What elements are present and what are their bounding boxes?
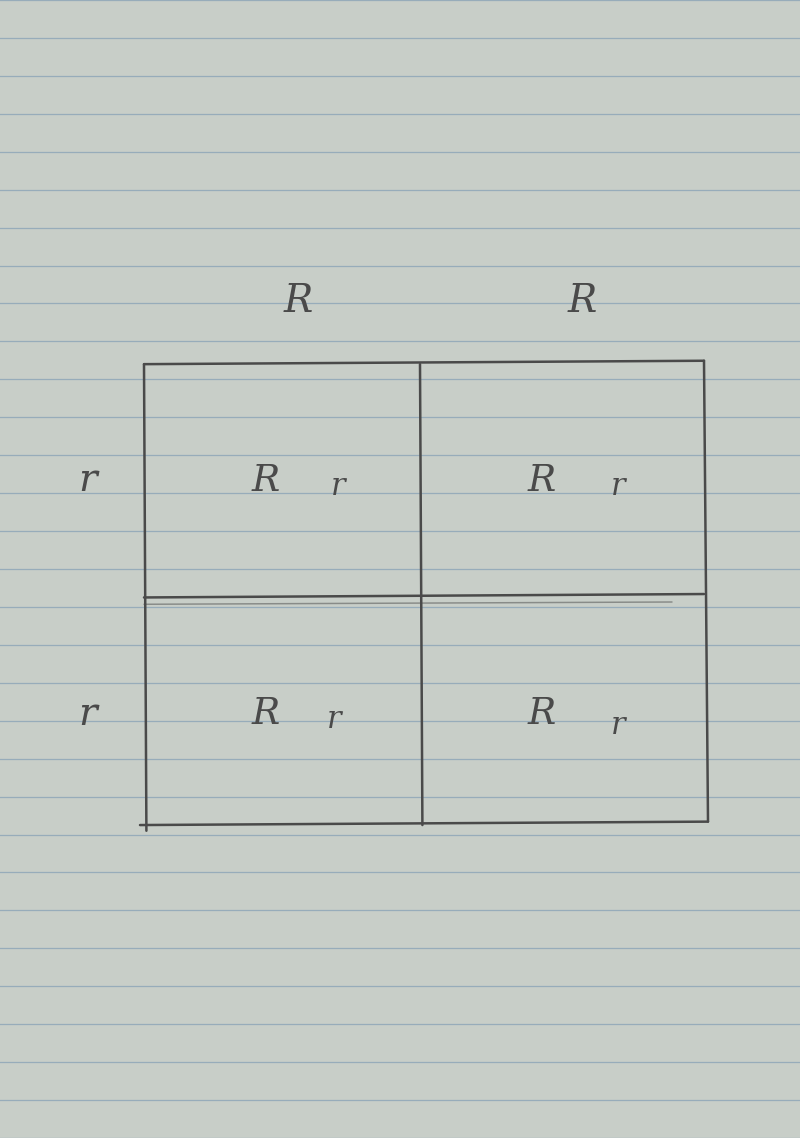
Text: R: R — [252, 463, 280, 498]
Text: r: r — [330, 471, 346, 502]
Text: R: R — [567, 283, 597, 320]
Text: r: r — [78, 695, 98, 733]
Text: r: r — [610, 710, 626, 741]
Text: r: r — [326, 704, 342, 735]
Text: r: r — [78, 462, 98, 500]
Text: R: R — [252, 696, 280, 732]
Text: R: R — [528, 463, 556, 498]
Text: R: R — [283, 283, 313, 320]
Text: R: R — [528, 696, 556, 732]
Text: r: r — [610, 471, 626, 502]
